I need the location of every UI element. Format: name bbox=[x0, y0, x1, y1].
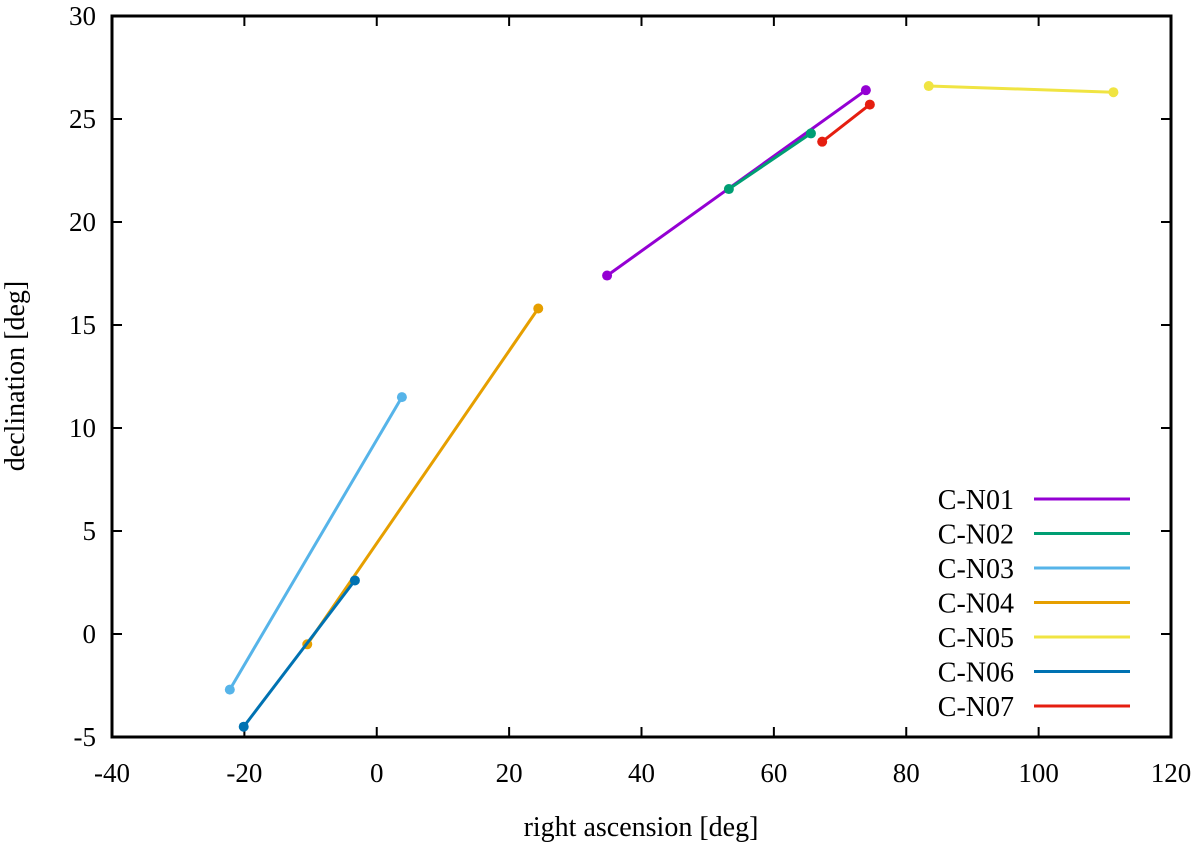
y-tick-label: 25 bbox=[69, 104, 96, 134]
x-tick-label: 80 bbox=[893, 758, 920, 788]
series-line bbox=[242, 579, 357, 728]
y-tick-label: -5 bbox=[74, 722, 97, 752]
legend-label: C-N02 bbox=[938, 520, 1014, 551]
legend-item: C-N06 bbox=[938, 658, 1130, 689]
legend-label: C-N04 bbox=[938, 589, 1014, 620]
data-point bbox=[533, 303, 544, 314]
legend-label: C-N06 bbox=[938, 658, 1014, 689]
series-line bbox=[306, 307, 540, 646]
series-line bbox=[728, 132, 812, 191]
y-tick-label: 15 bbox=[69, 310, 96, 340]
data-point bbox=[864, 99, 875, 110]
series-c-n02 bbox=[723, 128, 816, 195]
data-point bbox=[224, 684, 235, 695]
data-point bbox=[723, 184, 734, 195]
y-tick-label: 30 bbox=[69, 1, 96, 31]
data-point bbox=[1108, 87, 1119, 98]
x-tick-label: 60 bbox=[760, 758, 787, 788]
series-layer bbox=[224, 81, 1119, 732]
y-tick-label: 10 bbox=[69, 413, 96, 443]
legend-label: C-N07 bbox=[938, 692, 1014, 723]
x-tick-label: 40 bbox=[628, 758, 655, 788]
y-tick-label: 20 bbox=[69, 207, 96, 237]
x-tick-label: -40 bbox=[94, 758, 130, 788]
data-point bbox=[923, 81, 934, 92]
x-tick-label: 120 bbox=[1151, 758, 1192, 788]
series-c-n06 bbox=[238, 575, 360, 732]
data-point bbox=[396, 392, 407, 403]
legend-label: C-N03 bbox=[938, 554, 1014, 585]
series-line bbox=[928, 84, 1114, 94]
data-point bbox=[349, 575, 360, 586]
x-tick-label: 100 bbox=[1018, 758, 1059, 788]
series-line bbox=[821, 103, 871, 143]
legend-item: C-N02 bbox=[938, 520, 1130, 551]
y-axis-title: declination [deg] bbox=[0, 281, 31, 471]
legend-label: C-N01 bbox=[938, 485, 1014, 516]
data-point bbox=[817, 136, 828, 147]
legend-item: C-N04 bbox=[938, 589, 1130, 620]
legend-item: C-N01 bbox=[938, 485, 1130, 516]
series-c-n04 bbox=[302, 303, 544, 650]
legend-item: C-N03 bbox=[938, 554, 1130, 585]
y-tick-label: 5 bbox=[83, 516, 97, 546]
series-c-n07 bbox=[817, 99, 875, 147]
data-point bbox=[238, 721, 249, 732]
x-axis-title: right ascension [deg] bbox=[524, 812, 759, 843]
series-c-n03 bbox=[224, 392, 407, 695]
series-line bbox=[228, 396, 404, 691]
x-tick-label: 20 bbox=[496, 758, 523, 788]
legend-label: C-N05 bbox=[938, 623, 1014, 654]
y-tick-label: 0 bbox=[83, 619, 97, 649]
y-ticks: -5 0 5 10 15 20 25 30 bbox=[69, 1, 1171, 752]
legend-item: C-N05 bbox=[938, 623, 1130, 654]
data-point bbox=[602, 270, 613, 281]
data-point bbox=[805, 128, 816, 139]
plot-frame bbox=[110, 14, 1173, 739]
legend-item: C-N07 bbox=[938, 692, 1130, 723]
x-tick-label: 0 bbox=[370, 758, 384, 788]
x-tick-label: -20 bbox=[226, 758, 262, 788]
data-point bbox=[860, 85, 871, 96]
x-ticks: -40 -20 0 20 40 60 80 100 120 bbox=[94, 16, 1191, 788]
series-c-n05 bbox=[923, 81, 1119, 98]
